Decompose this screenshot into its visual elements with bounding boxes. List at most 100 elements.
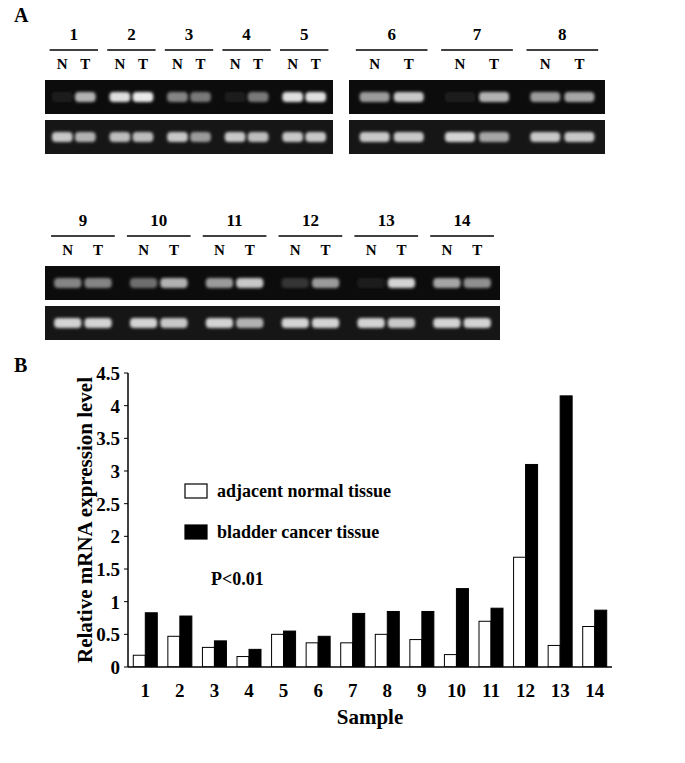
bar	[387, 611, 399, 667]
x-tick-label: 9	[417, 680, 427, 701]
target-band	[54, 278, 81, 288]
bar	[306, 643, 318, 667]
x-tick-label: 10	[447, 680, 466, 701]
y-axis	[127, 373, 129, 667]
y-tick-label: 2.5	[96, 494, 120, 515]
target-band	[312, 278, 339, 288]
target-band	[75, 92, 96, 102]
bar	[214, 641, 226, 667]
sample-label: 10	[150, 211, 167, 230]
bar	[353, 613, 365, 667]
target-band	[167, 92, 188, 102]
sample-label: 12	[302, 211, 319, 230]
bar	[560, 396, 572, 667]
reference-band	[54, 318, 81, 328]
lane-label: T	[169, 242, 179, 258]
reference-band	[530, 132, 560, 142]
bar	[444, 655, 456, 667]
bar	[491, 608, 503, 667]
reference-band	[394, 132, 424, 142]
sample-underline	[50, 49, 98, 51]
reference-band	[305, 132, 326, 142]
reference-band	[84, 318, 111, 328]
x-tick-label: 3	[210, 680, 220, 701]
target-band	[130, 278, 157, 288]
bar	[145, 613, 157, 667]
target-band	[225, 92, 246, 102]
reference-band	[282, 132, 303, 142]
target-band	[564, 92, 594, 102]
gel-strip	[349, 120, 605, 154]
sample-underline	[354, 235, 418, 237]
sample-underline	[430, 235, 494, 237]
reference-band	[52, 132, 73, 142]
lane-label: N	[114, 56, 125, 72]
target-band	[52, 92, 73, 102]
bar	[202, 647, 214, 667]
bar	[318, 636, 330, 667]
bar	[168, 636, 180, 667]
reference-band	[110, 132, 131, 142]
y-tick-label: 3	[111, 461, 121, 482]
target-band	[133, 92, 154, 102]
sample-underline	[127, 235, 191, 237]
lane-label: N	[230, 56, 241, 72]
sample-underline	[203, 235, 267, 237]
x-axis-label: Sample	[337, 705, 404, 729]
target-band	[236, 278, 263, 288]
reference-band	[282, 318, 309, 328]
reference-band	[130, 318, 157, 328]
sample-underline	[165, 49, 213, 51]
sample-label: 5	[300, 25, 309, 44]
sample-label: 9	[79, 211, 88, 230]
target-band	[394, 92, 424, 102]
lane-label: T	[404, 56, 414, 72]
target-band	[248, 92, 269, 102]
gel: 9NT10NT11NT12NT13NT14NT	[45, 211, 500, 340]
lane-label: N	[441, 242, 452, 258]
reference-band	[248, 132, 269, 142]
sample-label: 11	[227, 211, 243, 230]
gel-strip	[349, 80, 605, 114]
y-axis-label: Relative mRNA expression level	[73, 377, 97, 663]
gel: 1NT2NT3NT4NT5NT	[45, 25, 333, 154]
x-tick-label: 6	[313, 680, 323, 701]
gel-strip	[45, 266, 500, 300]
reference-band	[388, 318, 415, 328]
lane-label: T	[253, 56, 263, 72]
reference-band	[133, 132, 154, 142]
figure: A1NT2NT3NT4NT5NT6NT7NT8NT9NT10NT11NT12NT…	[0, 0, 685, 763]
x-tick-label: 8	[383, 680, 393, 701]
sample-label: 13	[378, 211, 395, 230]
x-axis	[128, 666, 612, 668]
x-tick-label: 2	[175, 680, 185, 701]
lane-label: T	[311, 56, 321, 72]
reference-band	[225, 132, 246, 142]
legend-swatch	[185, 484, 207, 498]
sample-label: 1	[70, 25, 79, 44]
bar	[375, 634, 387, 667]
sample-label: 2	[127, 25, 136, 44]
target-band	[530, 92, 560, 102]
x-tick-label: 1	[141, 680, 151, 701]
legend-label: adjacent normal tissue	[217, 481, 391, 501]
reference-band	[190, 132, 211, 142]
panel-label: B	[14, 354, 27, 376]
y-tick-label: 1.5	[96, 559, 120, 580]
y-tick-label: 4.5	[96, 363, 120, 384]
lane-label: T	[472, 242, 482, 258]
target-band	[464, 278, 491, 288]
bar	[422, 611, 434, 667]
y-tick-label: 4	[111, 396, 121, 417]
annotation: P<0.01	[211, 569, 264, 589]
target-band	[360, 92, 390, 102]
target-band	[282, 92, 303, 102]
bar	[410, 640, 422, 667]
sample-underline	[356, 49, 428, 51]
target-band	[84, 278, 111, 288]
lane-label: N	[366, 242, 377, 258]
target-band	[190, 92, 211, 102]
lane-label: N	[172, 56, 183, 72]
legend-swatch	[185, 525, 207, 539]
bar	[583, 626, 595, 667]
